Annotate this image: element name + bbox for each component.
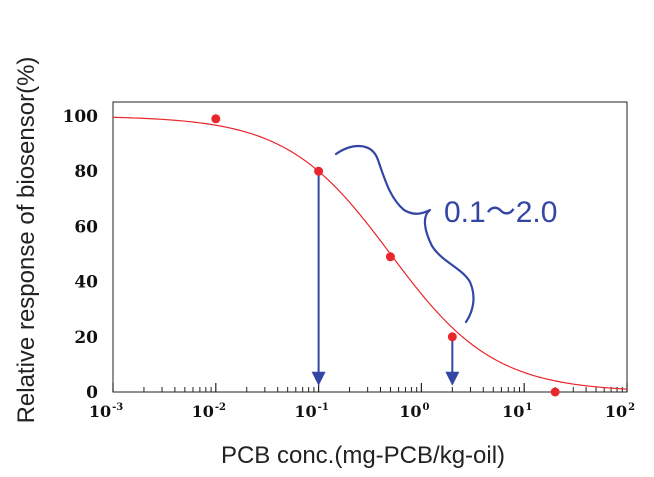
x-major-ticks (112, 383, 628, 392)
plot-frame (112, 101, 628, 393)
y-tick-label: 20 (74, 328, 98, 348)
x-tick-exponent: 0 (423, 402, 430, 413)
x-tick-exponent: -2 (215, 402, 226, 413)
concentration-arrows (311, 171, 460, 386)
x-tick-exponent: -1 (318, 402, 329, 413)
x-tick-label: 10-3 (89, 402, 123, 421)
range-annotation: 0.1～2.0 (444, 196, 557, 229)
y-tick-label: 80 (74, 162, 98, 182)
y-tick-labels: 0 20 40 60 80 100 (63, 107, 99, 403)
x-tick-label: 102 (605, 402, 635, 421)
x-tick-label: 101 (502, 402, 532, 421)
x-tick-labels: 10-3 10-2 10-1 100 101 102 (89, 402, 635, 421)
data-point (550, 387, 560, 397)
y-tick-label: 100 (63, 107, 99, 127)
range-brace (334, 145, 475, 324)
x-axis-label: PCB conc.(mg-PCB/kg-oil) (221, 442, 505, 469)
arrow-head (445, 371, 460, 386)
y-axis-label: Relative response of biosensor(%) (13, 57, 40, 424)
fit-curve (112, 116, 628, 390)
x-tick-exponent: 2 (628, 402, 635, 413)
data-point (211, 114, 221, 124)
x-tick-exponent: -3 (112, 402, 123, 413)
arrow-head (311, 371, 326, 386)
x-tick-label: 10-2 (192, 402, 226, 421)
x-tick-label: 100 (399, 402, 429, 421)
data-point (314, 166, 324, 176)
data-points (211, 114, 560, 397)
y-tick-label: 40 (74, 273, 98, 293)
y-tick-label: 60 (74, 217, 98, 237)
x-tick-label: 10-1 (294, 402, 328, 421)
data-point (447, 332, 457, 342)
y-tick-label: 0 (86, 383, 98, 403)
x-tick-exponent: 1 (525, 402, 532, 413)
data-point (385, 252, 395, 262)
